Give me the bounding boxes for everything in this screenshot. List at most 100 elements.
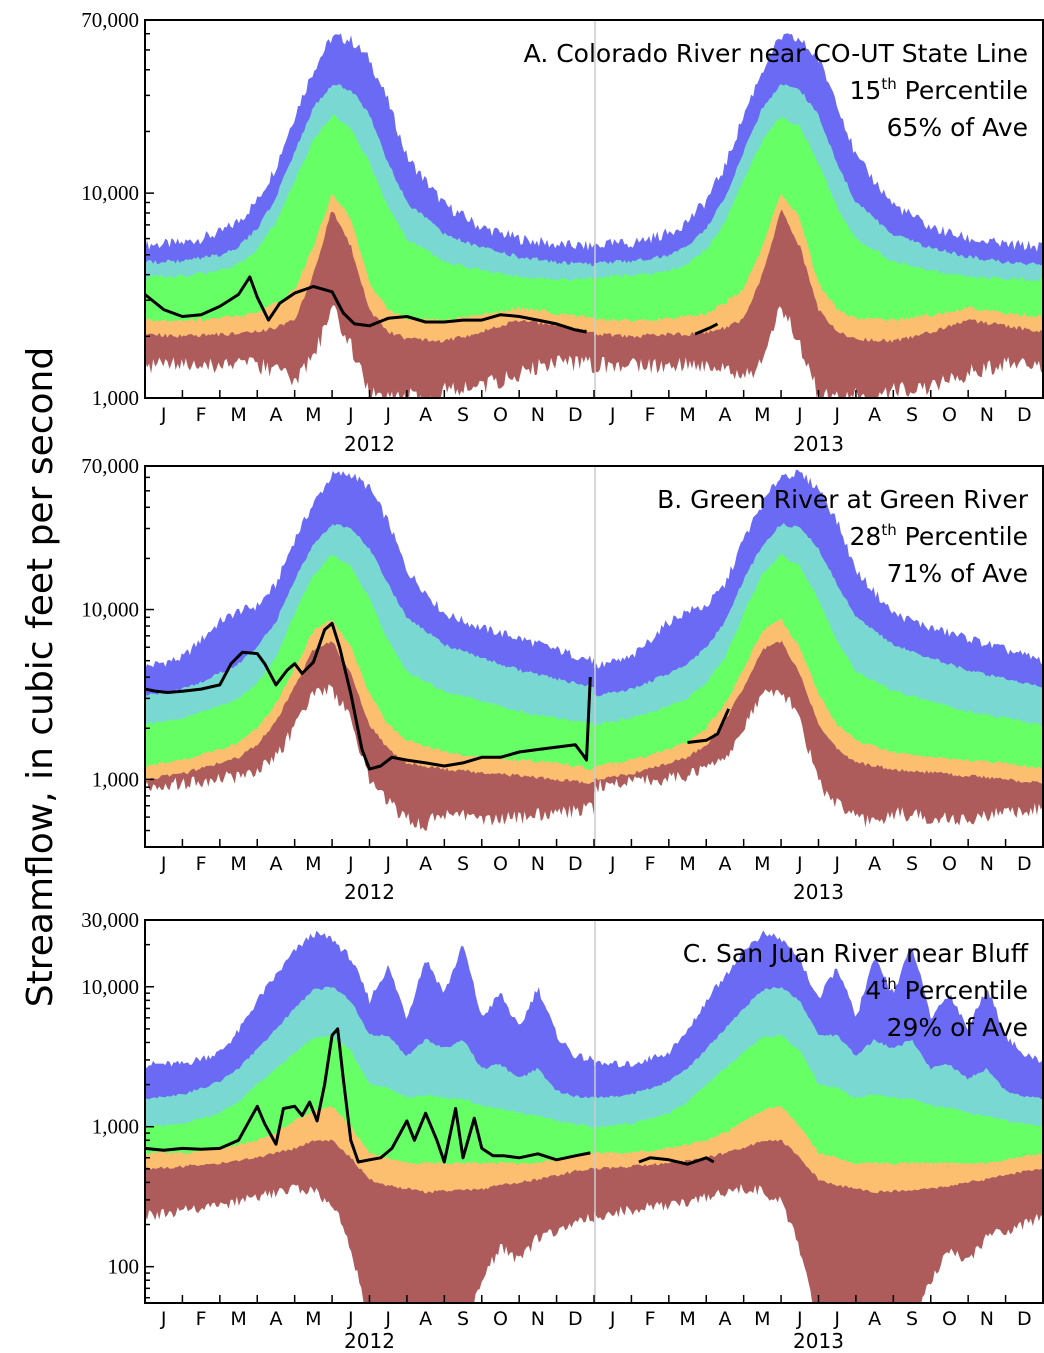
observed-flow-line [638,1156,715,1166]
month-label: D [568,853,583,875]
month-label: M [230,853,246,875]
y-tick-label: 1,000 [92,386,139,410]
percent-of-average-label: 65% of Ave [887,113,1028,142]
y-tick-label: 1,000 [92,767,139,791]
percentile-label: 4th Percentile [865,975,1028,1005]
month-label: D [568,1308,583,1330]
panels: 1,000 10,000 70,000 J F M A M J J A S O N D J F M A M J J A S O N… [81,8,1044,1353]
month-label: J [384,853,391,875]
month-label: M [679,404,695,426]
month-label: A [868,1308,881,1330]
month-label: N [980,404,994,426]
percent-of-average-label: 71% of Ave [887,559,1028,588]
month-label: D [1017,404,1032,426]
month-label: D [1017,853,1032,875]
month-label: A [419,853,432,875]
month-label: M [679,1308,695,1330]
month-label: O [493,404,508,426]
y-axis-label: Streamflow, in cubic feet per second [20,347,61,1007]
observed-flow-line [145,275,587,334]
month-label: A [718,404,731,426]
y-tick-label: 10,000 [81,598,139,622]
year-label: 2012 [344,432,395,456]
month-label: J [609,404,616,426]
panel-title: B. Green River at Green River [657,485,1029,514]
month-label: N [531,1308,545,1330]
band-white [145,684,1043,847]
month-label: D [568,404,583,426]
month-label: N [980,1308,994,1330]
month-label: F [645,853,656,875]
month-label: N [531,404,545,426]
observed-flow-line [145,1027,591,1164]
month-label: A [868,853,881,875]
panel-title: C. San Juan River near Bluff [683,939,1029,968]
band-white [145,1183,1043,1303]
month-label: J [833,853,840,875]
month-label: A [868,404,881,426]
percentile-label: 15th Percentile [850,75,1029,105]
percentile-label: 28th Percentile [850,521,1029,551]
band-white [145,305,1043,398]
year-label: 2012 [344,1329,395,1353]
observed-flow-line [694,322,719,336]
month-label: M [230,1308,246,1330]
month-label: J [347,1308,354,1330]
month-label: J [796,404,803,426]
month-label: S [906,404,918,426]
month-label: F [196,1308,207,1330]
month-label: J [609,853,616,875]
percent-of-average-label: 29% of Ave [887,1013,1028,1042]
month-label: J [609,1308,616,1330]
month-label: S [457,404,469,426]
month-label: J [384,1308,391,1330]
month-label: S [457,1308,469,1330]
month-label: J [796,1308,803,1330]
year-label: 2013 [793,1329,844,1353]
month-label: N [980,853,994,875]
month-label: O [942,853,957,875]
y-tick-label: 70,000 [81,8,139,32]
month-label: J [160,404,167,426]
month-label: J [833,404,840,426]
month-label: J [796,853,803,875]
y-tick-label: 10,000 [81,181,139,205]
year-label: 2013 [793,880,844,904]
month-label: O [493,853,508,875]
month-label: J [347,853,354,875]
month-label: O [942,1308,957,1330]
month-label: J [160,1308,167,1330]
month-label: A [269,1308,282,1330]
month-label: A [269,404,282,426]
month-label: F [196,404,207,426]
y-tick-label: 30,000 [81,908,139,932]
y-tick-label: 1,000 [92,1115,139,1139]
panel-title: A. Colorado River near CO-UT State Line [524,39,1028,68]
month-label: M [305,404,321,426]
month-label: J [384,404,391,426]
month-label: A [419,404,432,426]
y-tick-label: 10,000 [81,975,139,999]
month-label: N [531,853,545,875]
year-label: 2012 [344,880,395,904]
month-label: M [679,853,695,875]
month-label: M [305,1308,321,1330]
month-label: M [754,853,770,875]
month-label: F [645,1308,656,1330]
panel-2: 1,000 10,000 70,000 J F M A M J J A S O N D J F M A M J J A S O N… [81,454,1044,904]
month-label: D [1017,1308,1032,1330]
month-label: O [493,1308,508,1330]
month-label: A [718,853,731,875]
month-label: J [347,404,354,426]
panel-3: 100 1,000 10,000 30,000 J F M A M J J A S O N D J F M A M J J A… [81,908,1044,1353]
month-label: S [906,853,918,875]
month-label: S [457,853,469,875]
month-label: F [196,853,207,875]
month-label: J [160,853,167,875]
band-band-p10 [145,209,1043,398]
year-label: 2013 [793,432,844,456]
month-label: O [942,404,957,426]
month-label: M [305,853,321,875]
observed-flow-line [145,621,592,771]
